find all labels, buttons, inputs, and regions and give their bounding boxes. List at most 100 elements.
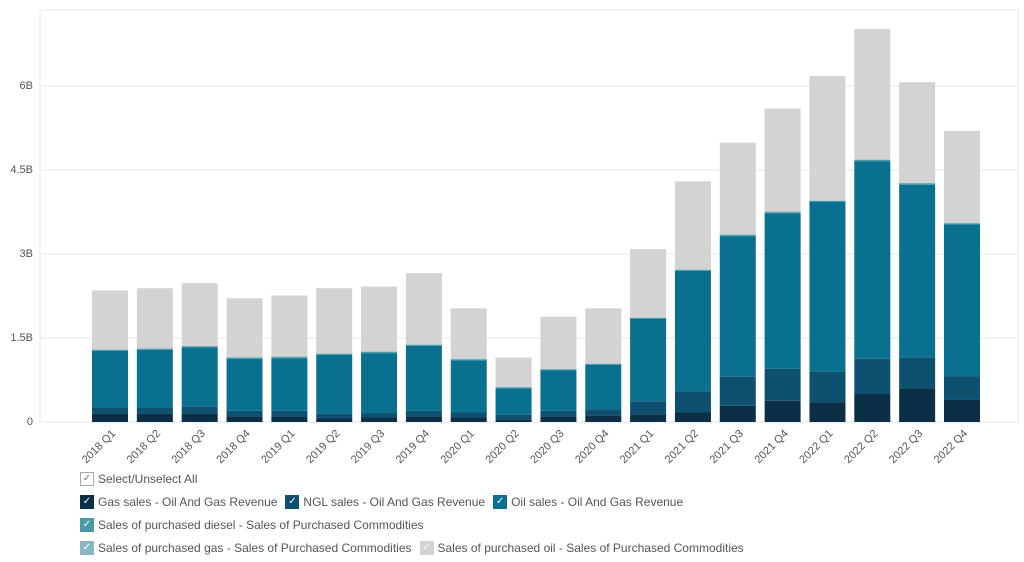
bar-segment: [809, 202, 846, 372]
x-tick-label: 2020 Q3: [528, 428, 566, 465]
bar-segment: [316, 354, 353, 414]
bar-segment: [92, 349, 129, 350]
bar-segment: [540, 416, 577, 422]
bar-segment: [899, 184, 936, 358]
bar-segment: [674, 181, 711, 270]
select-all[interactable]: ✓ Select/Unselect All: [80, 472, 197, 486]
bar-segment: [585, 363, 622, 365]
bar-segment: [316, 353, 353, 355]
x-tick-label: 2022 Q1: [797, 428, 835, 465]
bar-segment: [136, 288, 173, 349]
bar-segment: [854, 29, 891, 160]
bar-segment: [405, 345, 442, 411]
bar-segment: [226, 416, 263, 422]
bar-segment: [854, 159, 891, 161]
bar-segment: [450, 417, 487, 422]
bar-segment: [764, 368, 801, 401]
bar-segment: [585, 363, 622, 364]
chart: 0 1.5B 3B 4.5B 6B 2018 Q1 2018 Q2 2018 Q3 2018 Q…: [10, 9, 1019, 465]
legend-label: Gas sales - Oil And Gas Revenue: [98, 495, 278, 509]
bar-segment: [540, 410, 577, 417]
bar-segment: [943, 130, 980, 223]
bar-segment: [495, 419, 532, 422]
bar-segment: [943, 224, 980, 377]
bar-segment: [674, 269, 711, 270]
legend-item[interactable]: ✓ NGL sales - Oil And Gas Revenue: [285, 495, 485, 509]
bar-segment: [585, 415, 622, 422]
page: 0 1.5B 3B 4.5B 6B 2018 Q1 2018 Q2 2018 Q3 2018 Q…: [10, 9, 1019, 555]
x-tick-label: 2022 Q4: [932, 428, 970, 465]
bar-segment: [585, 308, 622, 364]
bar-segment: [405, 410, 442, 417]
legend-swatch: ✓: [80, 541, 94, 555]
legend-item[interactable]: ✓ Gas sales - Oil And Gas Revenue: [80, 495, 277, 509]
bar-segment: [495, 357, 532, 387]
bar-segment: [271, 416, 308, 422]
bar-segment: [585, 409, 622, 416]
bar-segment: [540, 316, 577, 369]
bar-segment: [630, 249, 667, 318]
bar-segment: [450, 412, 487, 418]
bar-segment: [361, 352, 398, 354]
bar-segment: [719, 405, 756, 422]
bar-segment: [899, 388, 936, 422]
bar-segment: [854, 358, 891, 395]
bar-segment: [450, 360, 487, 413]
x-tick-label: 2021 Q3: [708, 428, 746, 465]
bar-segment: [316, 288, 353, 354]
legend-item[interactable]: ✓ Sales of purchased oil - Sales of Purch…: [419, 541, 744, 555]
y-tick-label: 4.5B: [10, 164, 33, 176]
bar-segment: [719, 142, 756, 235]
bar-segment: [719, 234, 756, 236]
bar-segment: [405, 344, 442, 346]
legend-label: Oil sales - Oil And Gas Revenue: [511, 495, 684, 509]
bar-segment: [271, 356, 308, 358]
legend-item[interactable]: ✓ Sales of purchased diesel - Sales of Pu…: [80, 518, 424, 532]
bar-segment: [630, 317, 667, 319]
bar-segment: [719, 236, 756, 377]
bar-segment: [809, 200, 846, 201]
legend-row: ✓ Sales of purchased gas - Sales of Purch…: [80, 539, 980, 562]
bar-segment: [764, 400, 801, 422]
bar-segment: [92, 408, 129, 414]
x-tick-label: 2022 Q3: [887, 428, 925, 465]
x-tick-label: 2018 Q3: [170, 428, 208, 465]
legend-label: Sales of purchased oil - Sales of Purcha…: [437, 541, 744, 555]
x-tick-label: 2018 Q1: [80, 428, 118, 465]
bar-segment: [540, 368, 577, 370]
bar-segment: [226, 410, 263, 417]
legend-swatch: ✓: [419, 541, 434, 555]
bar-segment: [809, 402, 846, 422]
bar-segment: [136, 348, 173, 350]
x-tick-label: 2019 Q3: [349, 428, 387, 465]
bar-segment: [854, 161, 891, 359]
bar-segment: [495, 388, 532, 415]
bar-segment: [226, 357, 263, 358]
y-tick-label: 1.5B: [10, 332, 33, 344]
bar-segment: [809, 76, 846, 201]
bar-segment: [316, 418, 353, 422]
legend-item[interactable]: ✓ Oil sales - Oil And Gas Revenue: [493, 495, 683, 509]
bar-segment: [899, 183, 936, 185]
bar-segment: [674, 391, 711, 413]
bar-segment: [764, 213, 801, 369]
bar-segment: [271, 357, 308, 359]
bar-segment: [226, 357, 263, 359]
select-all-label: Select/Unselect All: [98, 472, 198, 486]
legend-label: Sales of purchased diesel - Sales of Pur…: [98, 518, 424, 532]
bar-segment: [92, 290, 129, 350]
bar-segment: [943, 399, 980, 422]
bar-segment: [764, 211, 801, 213]
bar-segment: [585, 364, 622, 410]
x-tick-label: 2021 Q2: [663, 428, 701, 465]
legend-item[interactable]: ✓ Sales of purchased gas - Sales of Purch…: [80, 541, 412, 555]
bar-segment: [136, 349, 173, 409]
bar-segment: [271, 358, 308, 411]
x-tick-label: 2018 Q2: [125, 428, 163, 465]
bar-segment: [630, 319, 667, 402]
bar-segment: [92, 350, 129, 409]
bar-segment: [361, 351, 398, 353]
bar-segment: [854, 394, 891, 422]
bar-segment: [361, 353, 398, 414]
bar-segment: [361, 286, 398, 352]
